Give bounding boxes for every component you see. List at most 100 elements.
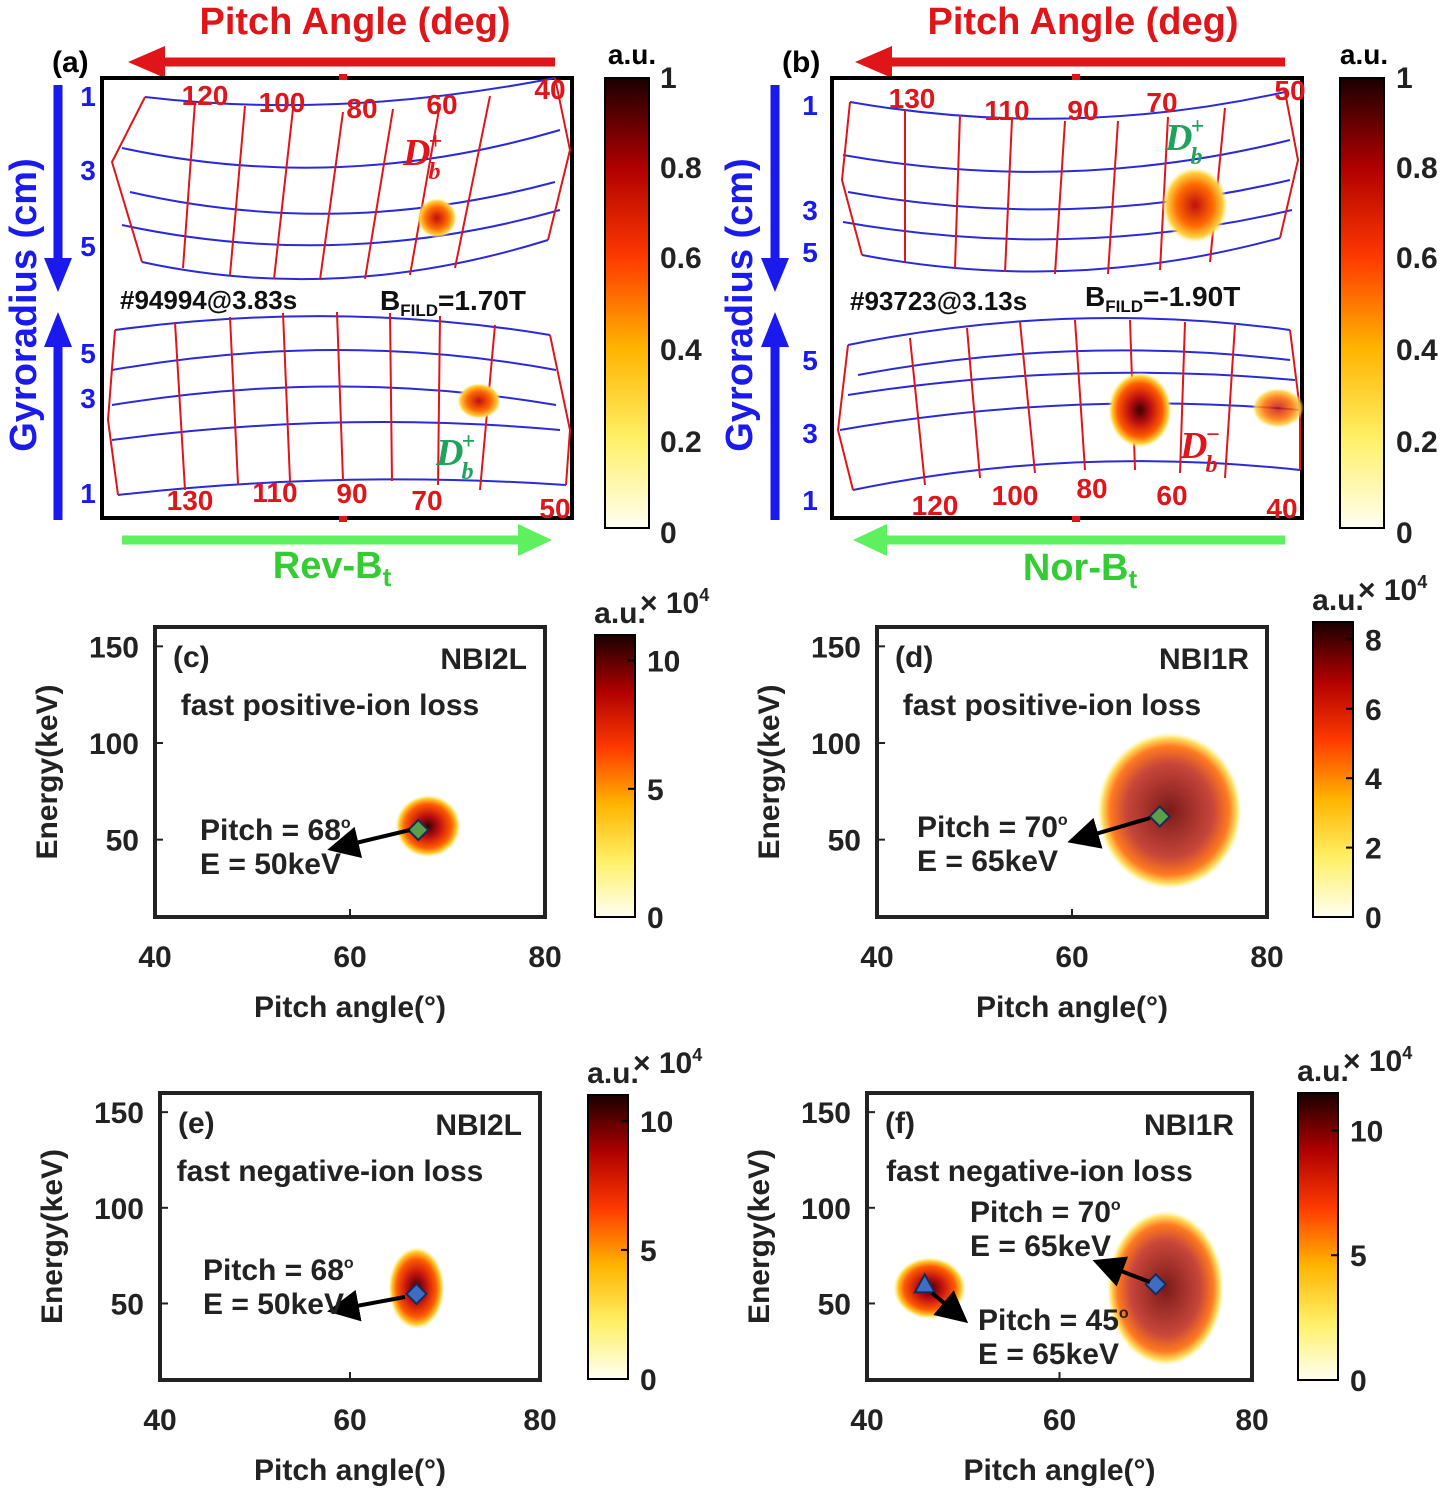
colorbar-tick: 0.6	[1396, 242, 1438, 275]
bottom-pitch-tick: 120	[912, 490, 959, 521]
colorbar-tick-label: 0	[647, 902, 664, 935]
bottom-pitch-tick: 60	[1156, 480, 1187, 511]
subtitle: fast positive-ion loss	[181, 689, 479, 722]
bottom-pitch-tick: 130	[167, 485, 214, 516]
lower-gyro-tick: 1	[80, 478, 96, 509]
x-tick-label: 40	[850, 1404, 883, 1437]
colorbar-tick-label: 0	[1350, 1365, 1367, 1398]
colorbar-label: a.u.	[1340, 39, 1388, 70]
colorbar-tick-label: 10	[640, 1106, 673, 1139]
lower-gyro-tick: 1	[802, 485, 818, 516]
beam-label: NBI2L	[435, 1109, 522, 1142]
center-marker-bottom	[339, 516, 347, 522]
gyroradius-axis-title: Gyroradius (cm)	[719, 158, 761, 452]
lower-gyro-tick: 3	[802, 418, 818, 449]
panel-b: Pitch Angle (deg) (b)	[719, 1, 1438, 594]
lower-gyro-tick: 5	[802, 345, 818, 376]
colorbar-exponent: × 104	[1358, 572, 1427, 607]
annotation-arrow	[327, 826, 411, 858]
colorbar-tick: 0.8	[660, 152, 702, 185]
gyroradius-axis-title: Gyroradius (cm)	[3, 158, 45, 452]
y-axis-label: Energy(keV)	[36, 1149, 69, 1324]
y-tick-label: 100	[811, 728, 861, 761]
x-axis-label: Pitch angle(°)	[254, 991, 446, 1024]
pitch-axis-title: Pitch Angle (deg)	[199, 1, 510, 43]
upper-gyro-tick: 5	[80, 231, 96, 262]
y-tick-label: 50	[818, 1288, 851, 1321]
colorbar-ticks: 1 0.8 0.6 0.4 0.2 0	[1396, 62, 1438, 550]
colorbar-tick-label: 5	[647, 774, 664, 807]
y-axis-label: Energy(keV)	[753, 684, 786, 859]
colorbar-label: a.u.	[1297, 1055, 1349, 1088]
loss-spot-upper	[417, 198, 457, 238]
panel-a: Pitch Angle (deg) (a)	[3, 1, 702, 592]
x-axis-label: Pitch angle(°)	[254, 1454, 446, 1487]
loss-spot-upper	[1162, 167, 1228, 243]
colorbar-exponent: × 104	[1343, 1043, 1412, 1078]
bottom-pitch-tick: 70	[411, 485, 442, 516]
colorbar-tick-label: 2	[1365, 833, 1382, 866]
marker-triangle	[913, 1272, 937, 1294]
colorbar-tick-label: 0	[640, 1364, 657, 1397]
fild-frame	[830, 76, 1304, 520]
y-tick-label: 150	[811, 631, 861, 664]
loss-spot-lower	[1108, 372, 1172, 448]
x-tick-label: 60	[1055, 941, 1088, 974]
y-tick-label: 150	[89, 631, 139, 664]
panel-label: (c)	[173, 641, 210, 674]
colorbar-tick: 0.2	[660, 426, 702, 459]
y-tick-label: 100	[94, 1193, 144, 1226]
colorbar-tick-label: 10	[647, 646, 680, 679]
marker-diamond	[406, 818, 430, 842]
field-direction-arrowhead	[518, 524, 552, 556]
y-tick-label: 50	[106, 825, 139, 858]
field-direction-arrowhead	[853, 524, 887, 556]
pitch-axis-title: Pitch Angle (deg)	[927, 1, 1238, 43]
colorbar-tick: 1	[660, 62, 677, 95]
y-tick-label: 100	[801, 1193, 851, 1226]
colorbar	[1339, 77, 1385, 529]
bfield-label: BFILD=-1.90T	[1085, 281, 1240, 316]
annotation-energy: E = 50keV	[200, 848, 341, 881]
top-pitch-tick: 50	[1274, 75, 1305, 106]
field-direction-label: Rev-Bt	[273, 545, 392, 592]
annotation-arrow	[1092, 1256, 1151, 1287]
colorbar-tick: 0.6	[660, 242, 702, 275]
lower-gyro-tick: 3	[80, 383, 96, 414]
colorbar-tick: 0.2	[1396, 426, 1438, 459]
x-tick-label: 60	[1043, 1404, 1076, 1437]
top-pitch-tick: 100	[259, 87, 306, 118]
upper-gyro-tick: 1	[80, 81, 96, 112]
annotation-arrow	[1067, 816, 1151, 849]
bottom-pitch-tick: 100	[992, 480, 1039, 511]
colorbar-ticks: 1 0.8 0.6 0.4 0.2 0	[660, 62, 702, 550]
annotation-arrow	[930, 1290, 969, 1324]
panel-label: (d)	[895, 641, 933, 674]
ion-label-red: Db+	[402, 129, 442, 185]
y-axis-label: Energy(keV)	[31, 684, 64, 859]
pitch-arrowhead	[855, 46, 892, 78]
y-tick-label: 150	[801, 1097, 851, 1130]
y-tick-label: 50	[828, 825, 861, 858]
colorbar-exponent: × 104	[640, 585, 709, 620]
annotation-pitch: Pitch = 70o	[917, 811, 1068, 844]
bottom-pitch-tick: 80	[1076, 473, 1107, 504]
colorbar-exponent: × 104	[633, 1045, 702, 1080]
annotation-energy: E = 65keV	[970, 1230, 1111, 1263]
colorbar-label: a.u.	[594, 597, 646, 630]
x-tick-label: 80	[523, 1404, 556, 1437]
colorbar-tick: 0	[1396, 517, 1413, 550]
top-pitch-tick: 110	[984, 95, 1029, 126]
y-tick-label: 50	[111, 1288, 144, 1321]
panel-label: (e)	[178, 1107, 215, 1140]
y-tick-label: 100	[89, 728, 139, 761]
top-pitch-tick: 60	[426, 89, 457, 120]
beam-label: NBI1R	[1159, 643, 1249, 676]
gyroradius-arrowhead-up	[44, 312, 72, 347]
colorbar-tick-label: 4	[1365, 763, 1382, 796]
top-pitch-tick: 80	[346, 93, 377, 124]
upper-gyro-tick: 3	[80, 155, 96, 186]
panel-label: (a)	[52, 46, 89, 79]
bfield-label: BFILD=1.70T	[380, 285, 526, 320]
